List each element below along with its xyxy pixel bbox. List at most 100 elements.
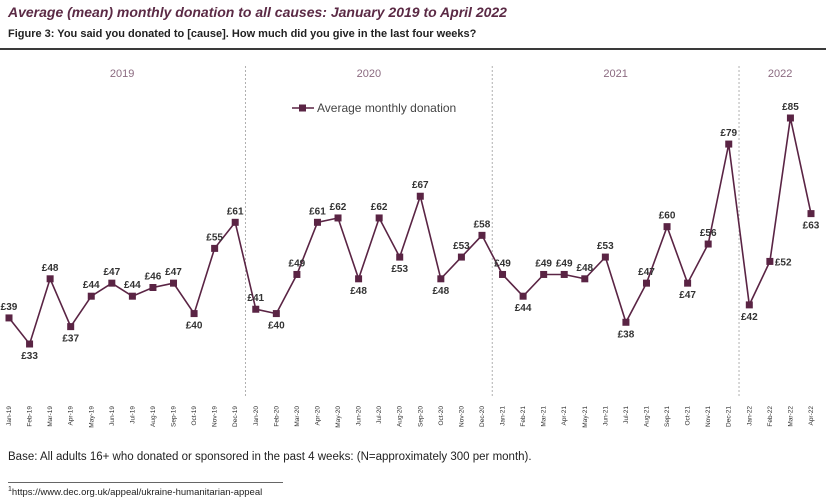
x-tick-label-Jun-19: Jun-19 <box>109 406 116 426</box>
data-point-Oct-20 <box>437 275 445 283</box>
data-point-Oct-19 <box>190 310 198 318</box>
data-point-May-19 <box>87 292 95 300</box>
x-tick-label-Feb-19: Feb-19 <box>27 406 34 427</box>
x-tick-label-Mar-21: Mar-21 <box>541 406 548 427</box>
chart-title: Average (mean) monthly donation to all c… <box>8 4 507 20</box>
data-point-Jun-19 <box>108 279 116 287</box>
series-line <box>8 117 812 346</box>
data-label-Oct-20: £48 <box>433 286 450 297</box>
year-label-2020: 2020 <box>357 68 381 80</box>
x-tick-label-Apr-20: Apr-20 <box>314 406 321 426</box>
data-label-May-21: £48 <box>576 263 593 274</box>
data-point-Sep-19 <box>170 279 178 287</box>
data-label-Jan-21: £49 <box>494 258 511 269</box>
data-label-Feb-20: £40 <box>268 321 285 332</box>
data-label-Jan-22: £42 <box>741 312 758 323</box>
year-label-2022: 2022 <box>768 68 792 80</box>
data-label-Jul-20: £62 <box>371 202 388 213</box>
data-label-Feb-22: £52 <box>775 257 792 268</box>
data-point-Nov-19 <box>211 244 219 252</box>
x-tick-label-Jan-19: Jan-19 <box>6 406 13 426</box>
x-tick-label-Feb-20: Feb-20 <box>273 406 280 427</box>
data-label-Jan-19: £39 <box>1 302 18 313</box>
data-label-Jun-20: £48 <box>350 286 367 297</box>
legend-label: Average monthly donation <box>317 101 456 115</box>
data-point-Sep-20 <box>416 192 424 200</box>
data-point-Apr-20 <box>313 218 321 226</box>
footnote: 1https://www.dec.org.uk/appeal/ukraine-h… <box>8 486 262 498</box>
line-chart: 2019 2020 2021 2022 Average monthly donation… <box>1 66 820 428</box>
data-point-Aug-19 <box>149 284 157 291</box>
data-label-Sep-20: £67 <box>412 180 429 191</box>
data-label-Apr-20: £61 <box>309 206 326 217</box>
data-label-Aug-21: £47 <box>638 267 655 278</box>
footnote-link-text[interactable]: https://www.dec.org.uk/appeal/ukraine-hu… <box>11 487 263 499</box>
x-tick-label-Jan-20: Jan-20 <box>253 406 260 426</box>
data-point-Feb-22 <box>766 257 774 265</box>
data-label-Feb-19: £33 <box>21 351 38 362</box>
data-point-Jul-21 <box>622 318 630 326</box>
data-point-May-20 <box>334 214 342 222</box>
data-point-Nov-20 <box>457 253 465 261</box>
base-note: Base: All adults 16+ who donated or spon… <box>8 451 532 463</box>
chart-subtitle: Figure 3: You said you donated to [cause… <box>8 28 477 40</box>
data-point-Sep-21 <box>663 223 671 231</box>
data-label-Sep-19: £47 <box>165 267 182 278</box>
x-tick-label-Apr-19: Apr-19 <box>68 406 75 426</box>
data-point-Jun-21 <box>601 253 609 261</box>
data-label-Apr-21: £49 <box>556 258 573 269</box>
x-tick-label-Feb-22: Feb-22 <box>767 406 774 427</box>
data-label-Oct-21: £47 <box>679 290 696 301</box>
x-tick-label-Jun-21: Jun-21 <box>602 406 609 426</box>
x-tick-label-Nov-20: Nov-20 <box>458 406 465 427</box>
data-label-Jan-20: £41 <box>247 293 264 304</box>
data-label-Mar-22: £85 <box>782 102 799 113</box>
x-tick-label-Aug-20: Aug-20 <box>397 406 404 427</box>
x-tick-label-Jan-22: Jan-22 <box>746 406 753 426</box>
x-tick-label-Dec-21: Dec-21 <box>726 406 733 427</box>
header-rule <box>0 48 826 50</box>
data-point-Apr-19 <box>67 323 75 331</box>
x-tick-label-Feb-21: Feb-21 <box>520 406 527 427</box>
footnote-marker: 1 <box>8 486 12 493</box>
data-label-Apr-19: £37 <box>62 334 79 345</box>
data-label-Apr-22: £63 <box>803 221 820 232</box>
data-point-Mar-20 <box>293 270 301 278</box>
data-point-Feb-21 <box>519 292 527 300</box>
data-label-May-19: £44 <box>83 280 100 291</box>
data-point-Oct-21 <box>684 279 692 287</box>
data-point-Apr-21 <box>560 270 568 278</box>
data-point-Jul-19 <box>128 292 136 300</box>
x-tick-label-Apr-22: Apr-22 <box>808 406 815 426</box>
data-point-Aug-21 <box>642 279 650 287</box>
x-tick-label-Sep-20: Sep-20 <box>417 406 424 427</box>
data-point-Jul-20 <box>375 214 383 222</box>
x-tick-label-Mar-19: Mar-19 <box>47 406 54 427</box>
data-point-Nov-21 <box>704 240 712 248</box>
x-tick-label-May-20: May-20 <box>335 406 342 428</box>
data-label-Aug-19: £46 <box>145 272 162 283</box>
data-label-May-20: £62 <box>330 202 347 213</box>
x-tick-label-Dec-20: Dec-20 <box>479 406 486 427</box>
x-tick-label-Sep-19: Sep-19 <box>171 406 178 427</box>
year-label-2019: 2019 <box>110 68 134 80</box>
data-point-Aug-20 <box>396 253 404 261</box>
data-label-Mar-19: £48 <box>42 263 59 274</box>
year-label-2021: 2021 <box>603 68 627 80</box>
x-tick-label-Aug-21: Aug-21 <box>643 406 650 427</box>
x-tick-label-Jul-20: Jul-20 <box>376 406 383 424</box>
data-point-May-21 <box>581 275 589 283</box>
data-point-Dec-20 <box>478 231 486 239</box>
data-label-Mar-21: £49 <box>535 258 552 269</box>
data-point-Dec-19 <box>231 218 239 226</box>
footnote-rule <box>8 482 283 483</box>
x-tick-label-Aug-19: Aug-19 <box>150 406 157 427</box>
data-label-Dec-20: £58 <box>474 219 491 230</box>
x-tick-label-Mar-20: Mar-20 <box>294 406 301 427</box>
x-tick-label-Jul-19: Jul-19 <box>129 406 136 424</box>
data-label-Jul-19: £44 <box>124 280 141 291</box>
data-label-Jun-19: £47 <box>103 267 120 278</box>
x-tick-label-Jan-21: Jan-21 <box>500 406 507 426</box>
data-label-Mar-20: £49 <box>289 258 306 269</box>
data-point-Mar-22 <box>786 114 794 122</box>
